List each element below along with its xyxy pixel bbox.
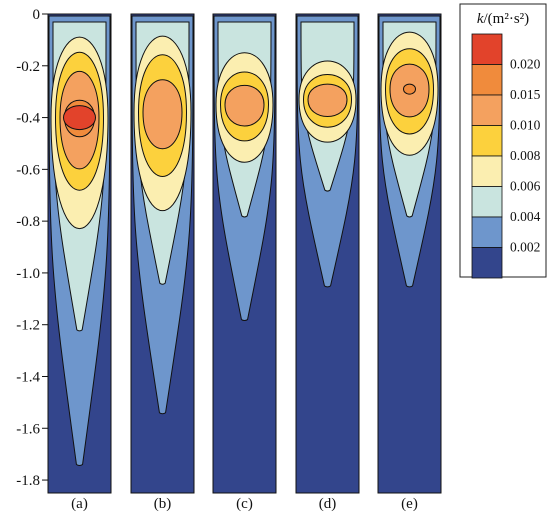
legend-swatch (471, 186, 503, 218)
panel-frame (47, 13, 112, 494)
legend-swatch (471, 125, 503, 157)
contour-core (403, 83, 416, 95)
contour-panels (47, 13, 442, 494)
legend-label: 0.010 (510, 118, 541, 133)
legend-swatch (471, 155, 503, 187)
contour-core (63, 105, 96, 131)
panel-a (47, 13, 112, 494)
legend-label: 0.015 (510, 87, 541, 102)
y-tick-label: 0 (33, 7, 41, 23)
y-tick-label: -0.8 (16, 214, 40, 230)
panel-frame (212, 13, 277, 494)
legend-label: 0.006 (510, 179, 541, 194)
legend-label: 0.020 (510, 57, 541, 72)
panel-frame (295, 13, 360, 494)
y-tick-label: -1.8 (16, 473, 40, 489)
legend-title-unit: /(m²·s²) (484, 11, 530, 27)
panel-label: (a) (71, 496, 88, 512)
panel-c (212, 13, 277, 494)
legend-items: 0.020 0.015 0.010 0.008 0.006 0.004 0.002 (471, 33, 541, 279)
panel-label: (d) (319, 496, 337, 512)
legend-swatch (471, 94, 503, 126)
legend-label: 0.004 (510, 209, 541, 224)
panel-labels: (a) (b) (c) (d) (e) (71, 496, 418, 512)
legend-title: k/(m²·s²) (477, 11, 529, 27)
y-tick-label: -0.2 (16, 59, 40, 75)
panel-label: (c) (236, 496, 253, 512)
legend-title-var: k (477, 11, 484, 27)
y-tick-label: -1.6 (16, 421, 40, 437)
legend-label: 0.002 (510, 240, 540, 255)
y-tick-label: -0.6 (16, 162, 40, 178)
panel-frame (130, 13, 195, 494)
y-tick-label: -1.2 (16, 318, 40, 334)
legend-swatch (471, 247, 503, 279)
contour-level-0.010 (307, 83, 348, 118)
y-tick-label: -1.4 (16, 369, 40, 385)
y-tick-label: -0.4 (16, 111, 40, 127)
y-axis: 0 -0.2 -0.4 -0.6 -0.8 -1.0 -1.2 -1.4 -1.6 -1.8 (16, 7, 48, 489)
panel-e (377, 13, 442, 494)
panel-d (295, 13, 360, 494)
contour-level-0.010 (142, 79, 183, 150)
y-tick-label: -1.0 (16, 266, 40, 282)
legend-swatch (471, 64, 503, 96)
legend-label: 0.008 (510, 148, 541, 163)
panel-label: (e) (401, 496, 418, 512)
legend: k/(m²·s²) 0.020 0.015 0.010 0.008 0.006 0.004… (459, 3, 547, 279)
legend-swatch (471, 33, 503, 65)
panel-label: (b) (154, 496, 172, 512)
contour-level-0.010 (224, 84, 265, 127)
panel-frame (377, 13, 442, 494)
panel-b (130, 13, 195, 494)
legend-swatch (471, 216, 503, 248)
